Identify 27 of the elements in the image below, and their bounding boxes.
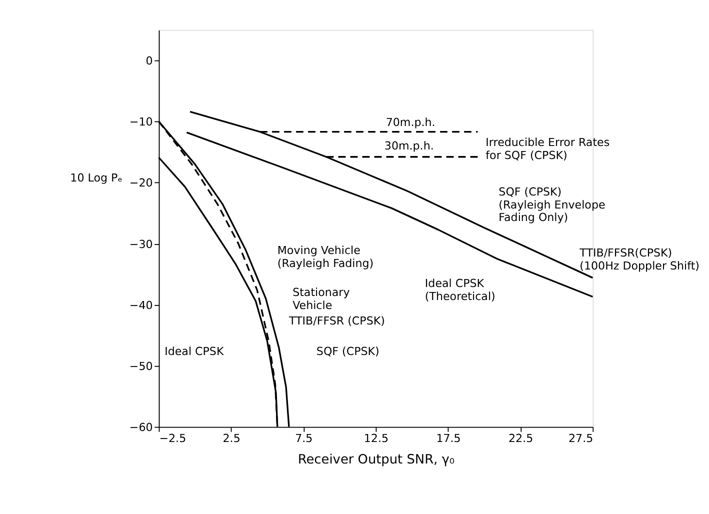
x-tick-label: 7.5 bbox=[295, 432, 313, 446]
x-tick-label: 17.5 bbox=[436, 432, 461, 446]
annotation: Irreducible Error Rates for SQF (CPSK) bbox=[486, 136, 610, 162]
annotation: Moving Vehicle (Rayleigh Fading) bbox=[277, 244, 374, 270]
y-axis-title: 10 Log Pₑ bbox=[70, 172, 122, 185]
annotation: Ideal CPSK bbox=[164, 344, 224, 358]
y-tick-label: −50 bbox=[129, 360, 153, 373]
x-tick-label: 2.5 bbox=[222, 432, 240, 446]
y-tick-label: 0 bbox=[146, 54, 153, 68]
y-tick-label: −40 bbox=[129, 298, 153, 312]
y-tick-label: −30 bbox=[129, 238, 153, 251]
annotation: SQF (CPSK) (Rayleigh Envelope Fading Only) bbox=[498, 185, 606, 224]
x-tick-label: 22.5 bbox=[508, 432, 534, 446]
annotation: TTIB/FFSR (CPSK) bbox=[288, 314, 385, 328]
x-tick-label: 27.5 bbox=[568, 432, 594, 446]
y-tick-label: −60 bbox=[129, 420, 153, 434]
y-tick-label: −10 bbox=[129, 116, 153, 129]
annotation: SQF (CPSK) bbox=[316, 344, 380, 358]
annotation: Stationary Vehicle bbox=[292, 286, 350, 312]
x-tick-label: 12.5 bbox=[364, 432, 389, 446]
annotation: Ideal CPSK (Theoretical) bbox=[424, 277, 496, 303]
annotation: 30m.p.h. bbox=[384, 140, 434, 153]
x-axis-title: Receiver Output SNR, γ₀ bbox=[298, 452, 455, 468]
annotation: 70m.p.h. bbox=[386, 116, 436, 129]
annotation: TTIB/FFSR(CPSK) (100Hz Doppler Shift) bbox=[578, 246, 700, 272]
y-tick-label: −20 bbox=[129, 176, 153, 190]
x-tick-label: −2.5 bbox=[159, 432, 186, 446]
